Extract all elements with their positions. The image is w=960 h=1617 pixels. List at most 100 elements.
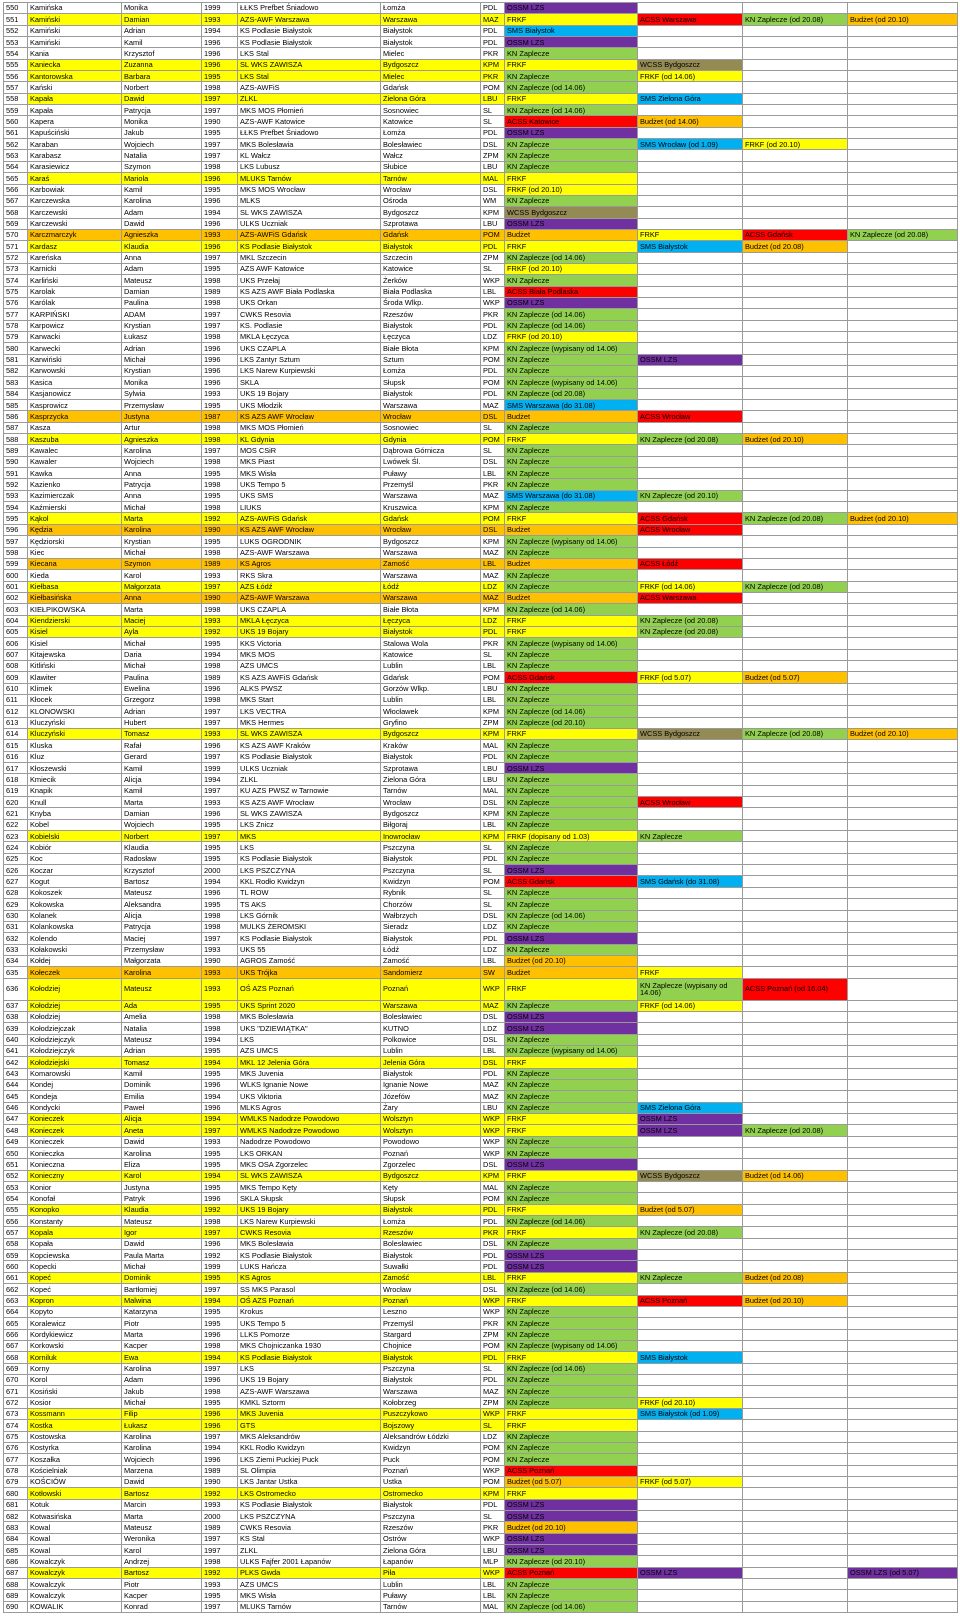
program-1-cell: KN Zaplecze (od 14.06) bbox=[504, 909, 638, 922]
region-cell: MAL bbox=[480, 784, 505, 798]
city-cell: Zgorzelec bbox=[380, 1158, 481, 1171]
club-cell: LKS PSZCZYNA bbox=[237, 1510, 381, 1523]
table-row: 666 Kordykiewicz Marta 1996 LLKS Pomorze Star… bbox=[3, 1328, 958, 1341]
first-name-cell: Patrycja bbox=[121, 920, 202, 934]
first-name-cell: Marta bbox=[121, 603, 202, 616]
surname-cell: Kiełbasińska bbox=[27, 591, 122, 605]
club-cell: MKS OSA Zgorzelec bbox=[237, 1158, 381, 1171]
program-3-cell bbox=[742, 614, 848, 627]
birth-year-cell: 1995 bbox=[201, 70, 238, 83]
row-number-cell: 609 bbox=[3, 671, 28, 684]
city-cell: Katowice bbox=[380, 115, 481, 128]
first-name-cell: Karolina bbox=[121, 444, 202, 457]
program-1-cell: KN Zaplecze bbox=[504, 1237, 638, 1251]
region-cell: WKP bbox=[480, 1532, 505, 1546]
city-cell: Wrocław bbox=[380, 796, 481, 809]
city-cell: Kołobrzeg bbox=[380, 1396, 481, 1409]
region-cell: MAZ bbox=[480, 569, 505, 582]
first-name-cell: Mateusz bbox=[121, 1033, 202, 1046]
program-2-cell: ACSS Warszawa bbox=[637, 591, 743, 605]
program-1-cell: Budżet bbox=[504, 557, 638, 571]
program-3-cell bbox=[742, 421, 848, 435]
surname-cell: Kobielski bbox=[27, 830, 122, 843]
first-name-cell: Karolina bbox=[121, 194, 202, 208]
club-cell: UKS CZAPLA bbox=[237, 342, 381, 355]
city-cell: Pszczyna bbox=[380, 1362, 481, 1375]
club-cell: ŁŁKS Prefbet Śniadowo bbox=[237, 126, 381, 140]
region-cell: PKR bbox=[480, 308, 505, 321]
city-cell: Pszczyna bbox=[380, 1510, 481, 1523]
program-3-cell bbox=[742, 172, 848, 185]
region-cell: PDL bbox=[480, 852, 505, 866]
club-cell: KKL Rodło Kwidzyn bbox=[237, 1441, 381, 1455]
program-4-cell bbox=[847, 943, 958, 956]
program-2-cell bbox=[637, 852, 743, 866]
program-3-cell: Budżet (od 20.10) bbox=[742, 433, 848, 446]
table-row: 567 Karczewska Karolina 1996 MLKS Ośroda WM KN … bbox=[3, 194, 958, 208]
program-1-cell: KN Zaplecze bbox=[504, 149, 638, 162]
first-name-cell: Hubert bbox=[121, 716, 202, 730]
row-number-cell: 590 bbox=[3, 455, 28, 469]
program-2-cell: OSSM LZS bbox=[637, 353, 743, 367]
city-cell: Bydgoszcz bbox=[380, 535, 481, 548]
region-cell: LBU bbox=[480, 1101, 505, 1115]
program-3-cell bbox=[742, 830, 848, 843]
birth-year-cell: 1993 bbox=[201, 796, 238, 809]
program-1-cell: ACSS Biała Podlaska bbox=[504, 285, 638, 298]
birth-year-cell: 1994 bbox=[201, 1351, 238, 1364]
first-name-cell: Adrian bbox=[121, 342, 202, 355]
program-1-cell: ACSS Katowice bbox=[504, 115, 638, 128]
program-3-cell bbox=[742, 1396, 848, 1409]
program-3-cell bbox=[742, 1464, 848, 1478]
birth-year-cell: 1990 bbox=[201, 1475, 238, 1489]
row-number-cell: 567 bbox=[3, 194, 28, 208]
birth-year-cell: 1995 bbox=[201, 262, 238, 276]
birth-year-cell: 1992 bbox=[201, 1487, 238, 1500]
program-2-cell bbox=[637, 637, 743, 650]
table-row: 679 KOŚCIÓW Dawid 1990 LKS Jantar Ustka Ustka… bbox=[3, 1475, 958, 1489]
surname-cell: Konieczek bbox=[27, 1112, 122, 1126]
row-number-cell: 562 bbox=[3, 138, 28, 151]
club-cell: LUKS OGRODNIK bbox=[237, 535, 381, 548]
program-3-cell bbox=[742, 648, 848, 661]
program-4-cell bbox=[847, 308, 958, 321]
table-row: 618 Kmiecik Alicja 1994 ZLKL Zielona Góra LBU K… bbox=[3, 773, 958, 786]
program-3-cell bbox=[742, 1521, 848, 1534]
program-1-cell: KN Zaplecze bbox=[504, 1078, 638, 1092]
birth-year-cell: 1996 bbox=[201, 1419, 238, 1432]
row-number-cell: 677 bbox=[3, 1453, 28, 1466]
program-4-cell bbox=[847, 796, 958, 809]
program-3-cell bbox=[742, 705, 848, 718]
table-row: 652 Konieczny Karol 1994 SL WKS ZAWISZA Bydgo… bbox=[3, 1169, 958, 1183]
birth-year-cell: 1998 bbox=[201, 421, 238, 435]
birth-year-cell: 1997 bbox=[201, 1362, 238, 1375]
city-cell: Jelenia Góra bbox=[380, 1056, 481, 1069]
region-cell: WKP bbox=[480, 1464, 505, 1478]
table-row: 586 Kasprzycka Justyna 1987 KS AZS AWF Wrocł… bbox=[3, 410, 958, 423]
program-1-cell: OSSM LZS bbox=[504, 864, 638, 877]
city-cell: Warszawa bbox=[380, 999, 481, 1012]
program-4-cell bbox=[847, 217, 958, 230]
row-number-cell: 647 bbox=[3, 1112, 28, 1126]
club-cell: LKS Stal bbox=[237, 70, 381, 83]
table-row: 665 Koralewicz Piotr 1995 UKS Tempo 5 Przemyś… bbox=[3, 1317, 958, 1330]
row-number-cell: 600 bbox=[3, 569, 28, 582]
program-4-cell: KN Zaplecze (od 20.08) bbox=[847, 228, 958, 242]
program-2-cell: KN Zaplecze (od 20.08) bbox=[637, 614, 743, 627]
region-cell: LDZ bbox=[480, 330, 505, 344]
birth-year-cell: 1994 bbox=[201, 1090, 238, 1103]
program-4-cell: Budżet (od 20.10) bbox=[847, 13, 958, 26]
surname-cell: Karczewski bbox=[27, 217, 122, 230]
program-4-cell bbox=[847, 1510, 958, 1523]
row-number-cell: 670 bbox=[3, 1373, 28, 1387]
program-3-cell: Budżet (od 20.08) bbox=[742, 240, 848, 253]
first-name-cell: Mateusz bbox=[121, 274, 202, 287]
city-cell: Warszawa bbox=[380, 569, 481, 582]
program-4-cell bbox=[847, 682, 958, 695]
birth-year-cell: 1993 bbox=[201, 569, 238, 582]
region-cell: WM bbox=[480, 194, 505, 208]
program-3-cell bbox=[742, 296, 848, 310]
city-cell: Wałcz bbox=[380, 149, 481, 162]
surname-cell: Koszałka bbox=[27, 1453, 122, 1466]
first-name-cell: Monika bbox=[121, 376, 202, 389]
